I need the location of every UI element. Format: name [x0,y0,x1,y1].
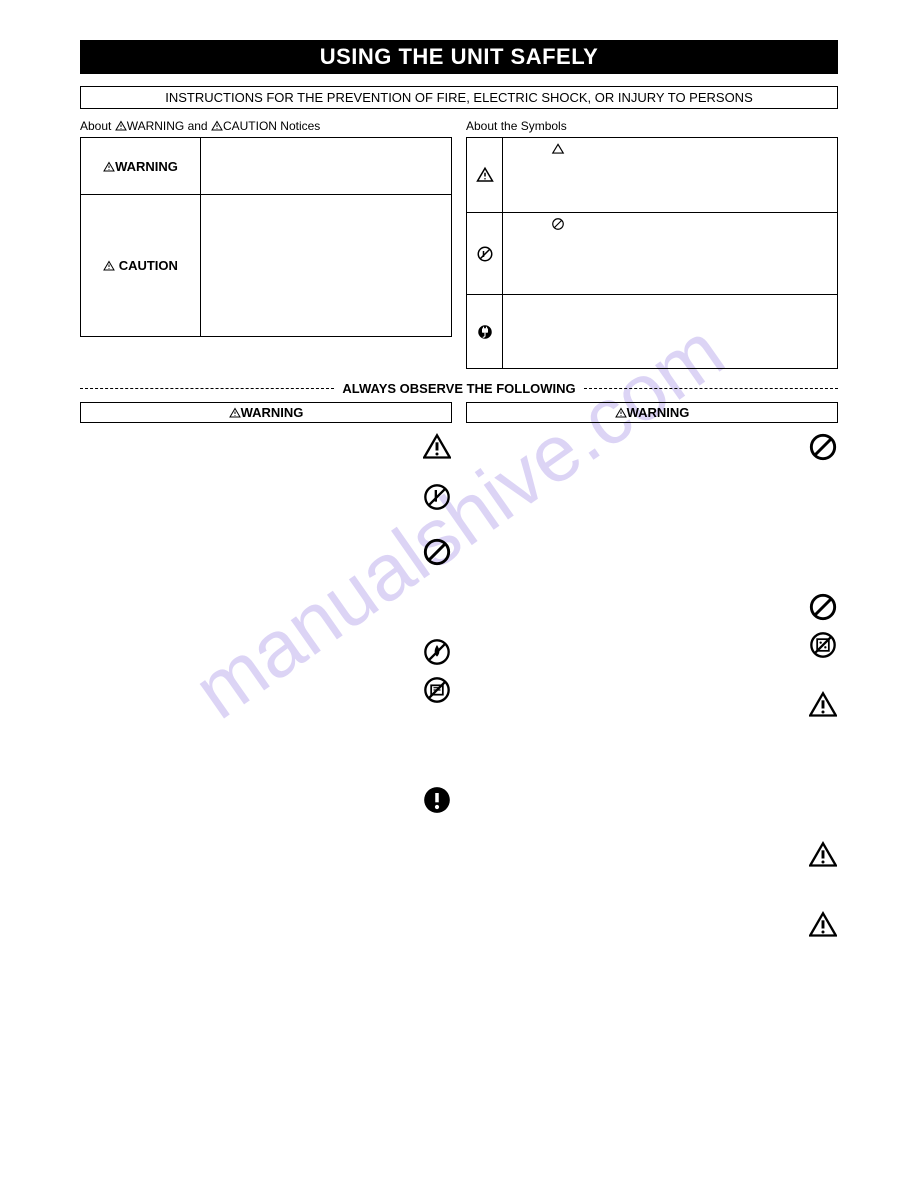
warning-triangle-icon [615,405,627,420]
notice-text-cell: Used for instructions intended to alert … [201,138,451,194]
warning-triangle-icon [422,433,452,473]
unplug-icon [467,295,503,368]
list-item [466,841,838,901]
notice-warning-cell: WARNING [81,138,201,194]
table-row: The triangle symbol alerts the user to i… [467,138,837,212]
prohibit-icon [808,593,838,621]
warning-triangle-icon [808,911,838,971]
notices-label-suffix: CAUTION Notices [223,119,320,133]
no-disassemble-icon [422,483,452,528]
prohibit-icon [422,538,452,628]
page-banner: USING THE UNIT SAFELY [80,40,838,74]
caution-triangle-icon [103,258,115,273]
list-item [466,433,838,583]
symbols-label: About the Symbols [466,119,838,133]
triangle-icon [551,142,565,159]
list-item [466,593,838,621]
no-modify-icon [808,631,838,681]
list-item [466,911,838,971]
warning-triangle-icon [103,159,115,174]
notice-title: CAUTION [119,258,178,273]
no-disassemble-icon [467,213,503,294]
prohibit-icon [551,217,565,234]
table-row: WARNING Used for instructions intended t… [81,138,451,194]
warning-header-text: WARNING [627,405,690,420]
warning-triangle-icon [808,841,838,901]
list-item [466,691,838,831]
list-item [80,638,452,666]
notice-text-cell: Used for instructions intended to alert … [201,195,451,336]
notices-label: About WARNING and CAUTION Notices [80,119,452,133]
notice-title: WARNING [115,159,178,174]
must-do-icon [422,786,452,906]
warning-triangle-icon [467,138,503,212]
notice-caution-cell: CAUTION [81,195,201,336]
table-row: The solid circle symbol alerts the user … [467,294,837,368]
notices-label-mid: WARNING and [127,119,211,133]
symbols-table: The triangle symbol alerts the user to i… [466,137,838,369]
list-item [80,433,452,473]
table-row: The circle with a slash symbol alerts th… [467,212,837,294]
divider-label: ALWAYS OBSERVE THE FOLLOWING [342,381,575,396]
notices-table: WARNING Used for instructions intended t… [80,137,452,337]
caution-triangle-icon [211,119,223,133]
dashed-line [584,388,838,389]
list-item [80,538,452,628]
notices-label-prefix: About [80,119,115,133]
prohibit-icon [808,433,838,583]
symbol-text-cell: The triangle symbol alerts the user to i… [503,138,837,212]
symbol-text-cell: The solid circle symbol alerts the user … [503,295,837,368]
divider: ALWAYS OBSERVE THE FOLLOWING [80,381,838,396]
warning-header-text: WARNING [241,405,304,420]
table-row: CAUTION Used for instructions intended t… [81,194,451,336]
no-spill-icon [422,676,452,776]
instructions-bar: INSTRUCTIONS FOR THE PREVENTION OF FIRE,… [80,86,838,109]
list-item [80,483,452,528]
warning-header-right: WARNING [466,402,838,423]
warning-triangle-icon [229,405,241,420]
list-item [466,631,838,681]
no-wet-icon [422,638,452,666]
list-item [80,786,452,906]
list-item [80,676,452,776]
warning-header-left: WARNING [80,402,452,423]
warning-triangle-icon [808,691,838,831]
symbol-text-cell: The circle with a slash symbol alerts th… [503,213,837,294]
warning-triangle-icon [115,119,127,133]
dashed-line [80,388,334,389]
